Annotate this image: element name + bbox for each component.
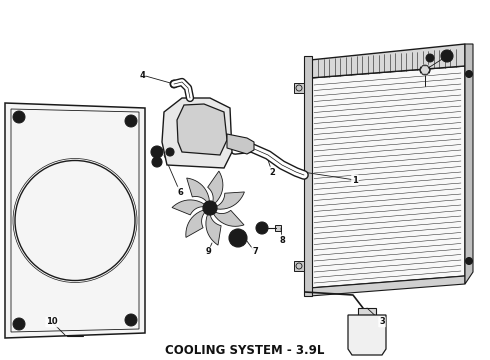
Polygon shape (208, 171, 223, 206)
Text: 4: 4 (139, 71, 145, 80)
Circle shape (152, 157, 162, 167)
Polygon shape (212, 192, 245, 209)
Polygon shape (206, 210, 221, 245)
Text: COOLING SYSTEM - 3.9L: COOLING SYSTEM - 3.9L (165, 343, 325, 356)
Bar (294, 83, 304, 93)
Bar (358, 308, 376, 315)
Polygon shape (186, 209, 208, 237)
Circle shape (229, 229, 247, 247)
Polygon shape (310, 44, 465, 78)
Text: 2: 2 (269, 167, 275, 176)
Bar (294, 261, 304, 271)
Circle shape (195, 123, 209, 137)
Polygon shape (310, 276, 465, 296)
Polygon shape (212, 210, 244, 226)
Circle shape (466, 71, 472, 77)
Circle shape (13, 111, 25, 123)
Text: 3: 3 (379, 318, 385, 327)
Polygon shape (172, 200, 208, 215)
Circle shape (125, 115, 137, 127)
Polygon shape (310, 66, 465, 288)
Text: 10: 10 (46, 318, 58, 327)
Polygon shape (187, 178, 210, 206)
Text: 6: 6 (177, 188, 183, 197)
Text: 5: 5 (422, 66, 428, 75)
Polygon shape (5, 103, 145, 338)
Circle shape (203, 201, 217, 215)
Circle shape (166, 148, 174, 156)
Circle shape (125, 314, 137, 326)
Circle shape (256, 222, 268, 234)
Circle shape (13, 318, 25, 330)
Circle shape (466, 257, 472, 265)
Text: 7: 7 (252, 248, 258, 256)
Text: 8: 8 (279, 235, 285, 244)
Polygon shape (465, 44, 473, 284)
Circle shape (151, 146, 163, 158)
Circle shape (420, 65, 430, 75)
Polygon shape (227, 134, 254, 154)
Circle shape (426, 54, 434, 62)
Circle shape (189, 117, 215, 143)
Circle shape (441, 50, 453, 62)
Polygon shape (162, 98, 232, 168)
Circle shape (207, 205, 213, 211)
Polygon shape (420, 66, 430, 74)
Text: 9: 9 (205, 248, 211, 256)
Bar (275, 225, 281, 231)
Circle shape (170, 80, 178, 88)
Bar (352, 319, 382, 351)
Polygon shape (348, 315, 386, 355)
Text: 1: 1 (352, 176, 358, 185)
Bar (304, 56, 312, 296)
Polygon shape (177, 104, 227, 155)
